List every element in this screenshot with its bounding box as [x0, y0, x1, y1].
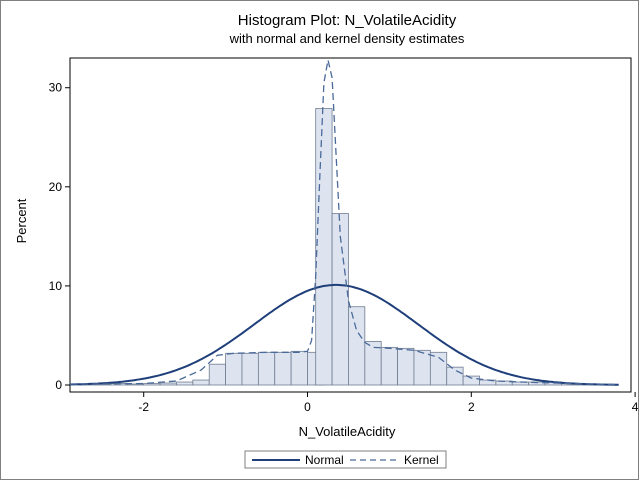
normal-density-line	[69, 283, 619, 386]
histogram-bar	[315, 108, 333, 386]
histogram-bar	[208, 363, 227, 386]
x-tick-label: 4	[632, 400, 639, 414]
histogram-bar	[446, 366, 464, 386]
histogram-bar	[331, 213, 349, 386]
y-tick-label: 10	[49, 279, 63, 293]
histogram-bar	[143, 383, 161, 386]
histogram-bar	[159, 382, 177, 386]
histogram-bar	[348, 306, 366, 386]
legend-kernel-label: Kernel	[404, 453, 439, 467]
legend-normal-label: Normal	[305, 453, 344, 467]
histogram-bar	[274, 351, 292, 386]
kernel-density-line	[70, 59, 619, 386]
histogram-bar	[192, 379, 210, 386]
y-tick-label: 20	[49, 180, 63, 194]
chart-subtitle: with normal and kernel density estimates	[229, 31, 465, 46]
histogram-bar	[413, 349, 431, 386]
chart-title: Histogram Plot: N_VolatileAcidity	[238, 12, 457, 29]
x-tick-label: 2	[468, 400, 475, 414]
histogram-bar	[380, 346, 398, 386]
legend: Normal Kernel	[244, 450, 447, 469]
histogram-bar	[257, 351, 276, 386]
histogram-bar	[176, 381, 194, 386]
histogram-bar	[241, 352, 259, 386]
y-axis-label: Percent	[14, 198, 29, 243]
y-tick-label: 30	[49, 81, 63, 95]
x-tick-label: 0	[304, 400, 311, 414]
histogram-bar	[225, 352, 243, 386]
plot-frame	[69, 57, 632, 393]
x-tick-label: -2	[138, 400, 149, 414]
y-tick-label: 0	[55, 378, 62, 392]
histogram-bar	[290, 350, 308, 386]
plot-area: 0 10 20 30 -2 0 2 4	[49, 57, 639, 414]
legend-box	[244, 450, 447, 469]
histogram-bar	[429, 351, 448, 386]
x-axis-label: N_VolatileAcidity	[299, 424, 396, 439]
histogram-bar	[397, 347, 415, 386]
